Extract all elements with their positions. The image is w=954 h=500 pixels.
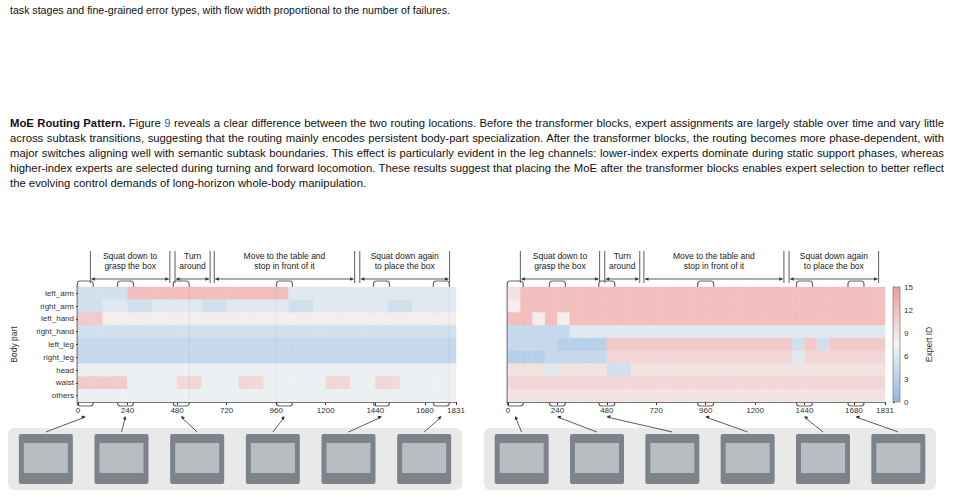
svg-text:left_hand: left_hand bbox=[41, 314, 74, 323]
svg-text:480: 480 bbox=[170, 406, 184, 415]
svg-text:960: 960 bbox=[699, 406, 713, 415]
svg-text:Squat down to: Squat down to bbox=[533, 251, 588, 261]
svg-text:around: around bbox=[609, 261, 636, 271]
svg-text:Squat down again: Squat down again bbox=[371, 251, 439, 261]
svg-text:6: 6 bbox=[904, 352, 909, 361]
svg-text:1831: 1831 bbox=[876, 406, 894, 415]
svg-text:3: 3 bbox=[904, 375, 909, 384]
svg-text:stop in front of it: stop in front of it bbox=[684, 261, 745, 271]
svg-text:Move to the table and: Move to the table and bbox=[244, 251, 326, 261]
svg-text:right_arm: right_arm bbox=[40, 302, 74, 311]
svg-text:head: head bbox=[56, 366, 74, 375]
svg-text:1831: 1831 bbox=[447, 406, 465, 415]
svg-text:grasp the box: grasp the box bbox=[534, 261, 586, 271]
svg-text:1440: 1440 bbox=[366, 406, 384, 415]
svg-text:right_hand: right_hand bbox=[36, 327, 74, 336]
svg-text:1200: 1200 bbox=[746, 406, 764, 415]
svg-text:1440: 1440 bbox=[796, 406, 814, 415]
svg-text:waist: waist bbox=[55, 378, 75, 387]
svg-text:960: 960 bbox=[270, 406, 284, 415]
svg-text:1680: 1680 bbox=[845, 406, 863, 415]
svg-text:240: 240 bbox=[551, 406, 565, 415]
svg-text:others: others bbox=[52, 391, 74, 400]
svg-text:240: 240 bbox=[121, 406, 135, 415]
svg-text:0: 0 bbox=[76, 406, 81, 415]
svg-text:Turn: Turn bbox=[184, 251, 201, 261]
svg-text:12: 12 bbox=[904, 306, 913, 315]
svg-text:480: 480 bbox=[600, 406, 614, 415]
svg-text:1680: 1680 bbox=[416, 406, 434, 415]
svg-text:to place the box: to place the box bbox=[804, 261, 865, 271]
svg-text:around: around bbox=[179, 261, 206, 271]
svg-text:Expert ID: Expert ID bbox=[924, 327, 934, 362]
svg-text:720: 720 bbox=[650, 406, 664, 415]
svg-text:Turn: Turn bbox=[614, 251, 631, 261]
svg-text:9: 9 bbox=[904, 329, 909, 338]
svg-text:left_arm: left_arm bbox=[45, 289, 74, 298]
svg-text:1200: 1200 bbox=[317, 406, 335, 415]
svg-text:Body part: Body part bbox=[9, 326, 19, 363]
svg-text:Move to the table and: Move to the table and bbox=[673, 251, 755, 261]
svg-text:Squat down to: Squat down to bbox=[103, 251, 158, 261]
svg-text:Squat down again: Squat down again bbox=[800, 251, 868, 261]
svg-text:720: 720 bbox=[220, 406, 234, 415]
svg-text:to place the box: to place the box bbox=[375, 261, 436, 271]
svg-text:right_leg: right_leg bbox=[43, 353, 74, 362]
svg-text:stop in front of it: stop in front of it bbox=[254, 261, 315, 271]
svg-text:0: 0 bbox=[506, 406, 511, 415]
svg-text:0: 0 bbox=[904, 398, 909, 407]
html-text:MoE Routing Pattern. Figure 9: MoE Routing Pattern. Figure 9 reveals a … bbox=[10, 117, 944, 189]
svg-text:15: 15 bbox=[904, 283, 913, 292]
svg-text:grasp the box: grasp the box bbox=[104, 261, 156, 271]
html-text:task stages and fine-grained e: task stages and fine-grained error types… bbox=[10, 4, 450, 16]
svg-text:left_leg: left_leg bbox=[48, 340, 74, 349]
